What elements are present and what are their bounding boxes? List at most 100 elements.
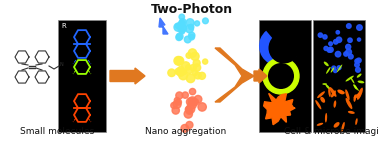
Circle shape — [268, 63, 294, 89]
Circle shape — [188, 97, 197, 105]
Ellipse shape — [341, 122, 345, 132]
Wedge shape — [263, 58, 299, 94]
Circle shape — [348, 38, 352, 42]
Circle shape — [336, 37, 342, 42]
Text: R: R — [61, 23, 66, 29]
Circle shape — [175, 68, 182, 75]
Circle shape — [355, 59, 359, 63]
Circle shape — [189, 32, 195, 38]
Circle shape — [190, 65, 196, 71]
Circle shape — [356, 67, 360, 72]
Circle shape — [174, 23, 182, 31]
Circle shape — [318, 33, 322, 37]
Ellipse shape — [354, 93, 361, 98]
Circle shape — [356, 58, 361, 63]
Circle shape — [179, 28, 185, 34]
Circle shape — [176, 92, 183, 99]
Circle shape — [336, 31, 339, 34]
Ellipse shape — [320, 97, 325, 103]
Circle shape — [179, 14, 184, 20]
Circle shape — [328, 47, 333, 52]
Ellipse shape — [357, 74, 361, 78]
Text: Cell & microbe imaging: Cell & microbe imaging — [284, 127, 378, 136]
Circle shape — [333, 40, 338, 44]
Ellipse shape — [325, 113, 327, 122]
Circle shape — [186, 67, 192, 74]
Circle shape — [171, 102, 177, 109]
Ellipse shape — [334, 122, 339, 128]
Circle shape — [324, 46, 328, 51]
Circle shape — [186, 121, 193, 128]
Circle shape — [189, 24, 194, 30]
Ellipse shape — [350, 77, 355, 84]
Ellipse shape — [338, 89, 344, 94]
Ellipse shape — [333, 100, 336, 108]
FancyArrow shape — [254, 69, 267, 83]
Ellipse shape — [329, 87, 336, 97]
Ellipse shape — [345, 98, 352, 109]
Circle shape — [181, 69, 187, 75]
Ellipse shape — [326, 67, 331, 74]
Circle shape — [186, 65, 191, 70]
Ellipse shape — [317, 123, 323, 126]
Bar — [313, 20, 365, 132]
Ellipse shape — [324, 62, 329, 66]
Ellipse shape — [331, 67, 334, 73]
Circle shape — [192, 70, 198, 75]
Circle shape — [329, 42, 332, 46]
Circle shape — [198, 72, 206, 79]
Circle shape — [358, 38, 361, 41]
Circle shape — [186, 19, 194, 27]
Circle shape — [189, 34, 195, 40]
Circle shape — [186, 25, 194, 33]
Text: N: N — [60, 62, 64, 67]
Circle shape — [334, 69, 337, 73]
Ellipse shape — [337, 65, 342, 72]
Circle shape — [327, 48, 331, 52]
Circle shape — [192, 99, 198, 105]
Circle shape — [181, 125, 189, 132]
Circle shape — [174, 57, 183, 65]
Text: Small molecules: Small molecules — [20, 127, 94, 136]
Ellipse shape — [353, 84, 359, 91]
Circle shape — [349, 54, 353, 59]
Circle shape — [175, 99, 181, 105]
Circle shape — [189, 88, 196, 95]
Ellipse shape — [353, 94, 356, 102]
Circle shape — [184, 110, 192, 118]
Circle shape — [193, 60, 200, 66]
Polygon shape — [159, 18, 168, 34]
Text: Nano aggregation: Nano aggregation — [146, 127, 227, 136]
Ellipse shape — [355, 118, 358, 125]
Circle shape — [179, 20, 184, 25]
Ellipse shape — [317, 91, 325, 98]
Ellipse shape — [322, 83, 327, 85]
Polygon shape — [215, 48, 254, 102]
Circle shape — [188, 100, 197, 109]
Circle shape — [345, 44, 351, 49]
Circle shape — [176, 33, 183, 40]
Circle shape — [178, 66, 184, 73]
Circle shape — [186, 98, 195, 106]
Wedge shape — [259, 31, 299, 66]
Ellipse shape — [345, 76, 354, 81]
Circle shape — [182, 62, 190, 70]
Circle shape — [177, 68, 185, 76]
Circle shape — [355, 63, 359, 67]
Circle shape — [188, 49, 197, 57]
Circle shape — [176, 34, 182, 41]
Ellipse shape — [353, 84, 357, 89]
Circle shape — [178, 24, 186, 31]
Ellipse shape — [331, 90, 336, 98]
Ellipse shape — [358, 81, 364, 83]
Bar — [259, 20, 311, 132]
Circle shape — [180, 19, 186, 25]
Bar — [58, 20, 106, 132]
Polygon shape — [264, 93, 295, 125]
Circle shape — [179, 22, 184, 27]
Circle shape — [186, 53, 192, 58]
Circle shape — [178, 24, 187, 32]
Circle shape — [195, 21, 200, 26]
Ellipse shape — [328, 88, 331, 97]
Bar — [259, 20, 311, 132]
